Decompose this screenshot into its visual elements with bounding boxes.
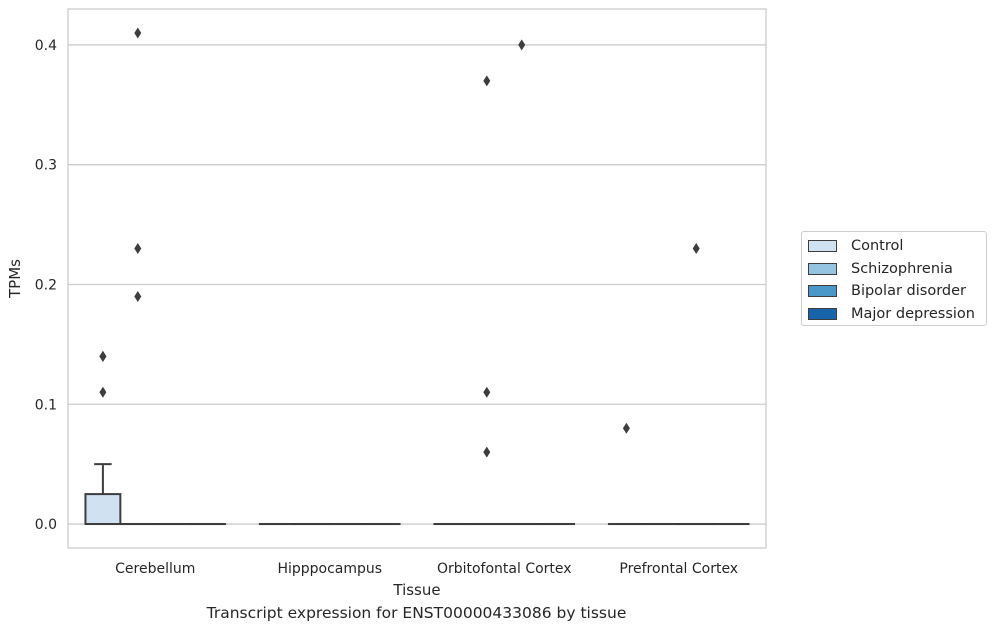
x-tick-label: Orbitofontal Cortex bbox=[437, 561, 572, 577]
outlier-point bbox=[99, 386, 107, 398]
chart-caption: Transcript expression for ENST0000043308… bbox=[206, 604, 627, 622]
outlier-point bbox=[134, 243, 142, 255]
legend-item: Control bbox=[808, 235, 986, 258]
legend-label: Control bbox=[851, 238, 904, 255]
x-tick-labels: Cerebellum Hipppocampus Orbitofontal Corte… bbox=[115, 561, 738, 577]
grid-lines bbox=[68, 44, 766, 525]
plot-frame bbox=[67, 8, 767, 549]
legend-item: Bipolar disorder bbox=[808, 280, 986, 303]
boxes bbox=[84, 463, 750, 526]
x-axis-label: Tissue bbox=[392, 581, 440, 599]
y-axis-label: TPMs bbox=[6, 259, 24, 299]
outliers bbox=[99, 27, 700, 458]
y-tick-label: 0.0 bbox=[35, 517, 57, 533]
legend-swatch bbox=[808, 285, 837, 298]
legend-swatch bbox=[808, 307, 837, 320]
outlier-point bbox=[483, 446, 491, 458]
outlier-point bbox=[483, 386, 491, 398]
outlier-point bbox=[134, 290, 142, 302]
outlier-point bbox=[134, 27, 142, 39]
legend-label: Major depression bbox=[851, 305, 975, 322]
x-tick-label: Cerebellum bbox=[115, 561, 195, 577]
x-tick-label: Prefrontal Cortex bbox=[619, 561, 738, 577]
y-tick-label: 0.1 bbox=[35, 397, 57, 413]
legend-label: Bipolar disorder bbox=[851, 283, 966, 300]
legend-item: Schizophrenia bbox=[808, 258, 986, 281]
outlier-point bbox=[99, 350, 107, 362]
legend-swatch bbox=[808, 240, 837, 253]
outlier-point bbox=[692, 243, 700, 255]
outlier-point bbox=[622, 422, 630, 434]
y-tick-label: 0.2 bbox=[35, 277, 57, 293]
y-tick-labels: 0.0 0.1 0.2 0.3 0.4 bbox=[35, 38, 57, 533]
x-tick-label: Hipppocampus bbox=[277, 561, 382, 577]
legend-label: Schizophrenia bbox=[851, 260, 953, 277]
legend-swatch bbox=[808, 262, 837, 275]
box-control bbox=[84, 463, 122, 526]
outlier-point bbox=[483, 75, 491, 87]
y-tick-label: 0.4 bbox=[35, 38, 57, 54]
outlier-point bbox=[518, 39, 526, 51]
y-tick-label: 0.3 bbox=[35, 158, 57, 174]
legend-item: Major depression bbox=[808, 303, 986, 326]
legend: Control Schizophrenia Bipolar disorder Majo… bbox=[801, 231, 987, 326]
box-body bbox=[84, 493, 122, 526]
